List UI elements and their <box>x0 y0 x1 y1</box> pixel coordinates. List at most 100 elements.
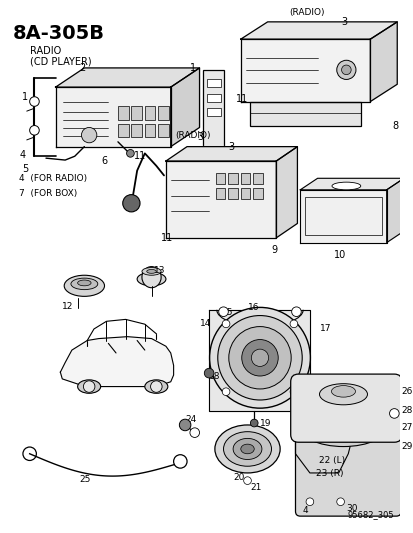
Circle shape <box>250 419 257 427</box>
Polygon shape <box>370 22 396 101</box>
Bar <box>131 106 142 120</box>
FancyBboxPatch shape <box>295 434 400 516</box>
Bar <box>118 106 128 120</box>
Ellipse shape <box>319 384 367 405</box>
Ellipse shape <box>241 340 278 376</box>
Bar <box>145 124 155 137</box>
Text: 30: 30 <box>346 504 357 513</box>
Text: 4  (FOR RADIO): 4 (FOR RADIO) <box>19 174 87 182</box>
Circle shape <box>305 498 313 506</box>
Circle shape <box>150 381 162 392</box>
Text: 95682_305: 95682_305 <box>347 510 394 519</box>
Ellipse shape <box>304 408 381 442</box>
Bar <box>250 101 360 125</box>
Ellipse shape <box>71 278 97 289</box>
Ellipse shape <box>297 403 388 447</box>
Text: 3: 3 <box>341 17 347 27</box>
Circle shape <box>83 381 95 392</box>
Bar <box>215 188 225 199</box>
FancyBboxPatch shape <box>290 374 401 442</box>
Bar <box>228 173 237 184</box>
Ellipse shape <box>228 327 290 389</box>
Ellipse shape <box>78 280 91 286</box>
Circle shape <box>218 307 228 317</box>
Circle shape <box>179 419 190 431</box>
Text: (CD PLAYER): (CD PLAYER) <box>30 56 91 67</box>
Circle shape <box>290 388 297 395</box>
Text: 1: 1 <box>22 92 28 102</box>
Text: 17: 17 <box>319 324 330 333</box>
Text: 25: 25 <box>79 475 91 484</box>
Ellipse shape <box>240 444 254 454</box>
Polygon shape <box>240 39 370 101</box>
Text: RADIO: RADIO <box>30 46 61 56</box>
Ellipse shape <box>146 270 156 273</box>
Bar <box>203 70 224 156</box>
Ellipse shape <box>331 182 360 190</box>
Text: 3: 3 <box>228 142 234 152</box>
Polygon shape <box>60 337 173 386</box>
Bar <box>158 106 169 120</box>
Text: 21: 21 <box>250 482 261 491</box>
Text: (RADIO): (RADIO) <box>175 131 211 140</box>
Circle shape <box>122 195 140 212</box>
Bar <box>206 94 220 101</box>
Text: 14: 14 <box>199 319 210 328</box>
Circle shape <box>341 65 350 75</box>
Polygon shape <box>299 190 386 243</box>
Polygon shape <box>209 310 309 410</box>
Text: 11: 11 <box>235 94 248 104</box>
Circle shape <box>30 96 39 106</box>
Text: 15: 15 <box>221 308 233 317</box>
Ellipse shape <box>214 425 280 473</box>
Circle shape <box>243 477 251 484</box>
Text: 29: 29 <box>400 442 411 451</box>
Text: 4: 4 <box>19 150 25 159</box>
Bar <box>253 173 262 184</box>
Polygon shape <box>295 425 352 473</box>
Text: 3: 3 <box>197 132 203 142</box>
Text: 4: 4 <box>301 506 307 514</box>
Text: 7  (FOR BOX): 7 (FOR BOX) <box>19 189 77 198</box>
Text: 24: 24 <box>185 415 196 424</box>
Bar <box>240 173 250 184</box>
Text: 23 (R): 23 (R) <box>315 469 342 478</box>
Ellipse shape <box>331 385 355 397</box>
Bar <box>158 124 169 137</box>
Text: 26: 26 <box>400 386 411 395</box>
Circle shape <box>290 320 297 328</box>
Polygon shape <box>275 147 297 238</box>
Circle shape <box>126 150 134 157</box>
Ellipse shape <box>217 316 301 400</box>
Text: 16: 16 <box>247 303 259 312</box>
Circle shape <box>222 320 229 328</box>
Ellipse shape <box>137 272 166 286</box>
Circle shape <box>336 498 344 506</box>
Bar <box>228 188 237 199</box>
Bar <box>240 188 250 199</box>
Bar <box>118 124 128 137</box>
Circle shape <box>291 307 301 317</box>
Ellipse shape <box>209 308 310 408</box>
Text: 18: 18 <box>209 372 220 381</box>
Text: 9: 9 <box>271 246 277 255</box>
Circle shape <box>81 127 97 143</box>
Circle shape <box>30 125 39 135</box>
Polygon shape <box>240 22 396 39</box>
Polygon shape <box>170 68 199 147</box>
Circle shape <box>336 60 355 79</box>
Text: 2: 2 <box>79 63 85 73</box>
Text: 11: 11 <box>134 151 146 161</box>
Bar <box>206 79 220 87</box>
Text: 12: 12 <box>62 302 74 311</box>
Circle shape <box>204 368 214 378</box>
Bar <box>206 108 220 116</box>
Text: 10: 10 <box>333 251 345 260</box>
Ellipse shape <box>64 275 104 296</box>
Text: 20: 20 <box>233 473 244 482</box>
Polygon shape <box>55 68 199 87</box>
Ellipse shape <box>251 349 268 366</box>
Text: 19: 19 <box>259 419 271 428</box>
Circle shape <box>389 409 398 418</box>
Text: 8: 8 <box>392 120 398 131</box>
